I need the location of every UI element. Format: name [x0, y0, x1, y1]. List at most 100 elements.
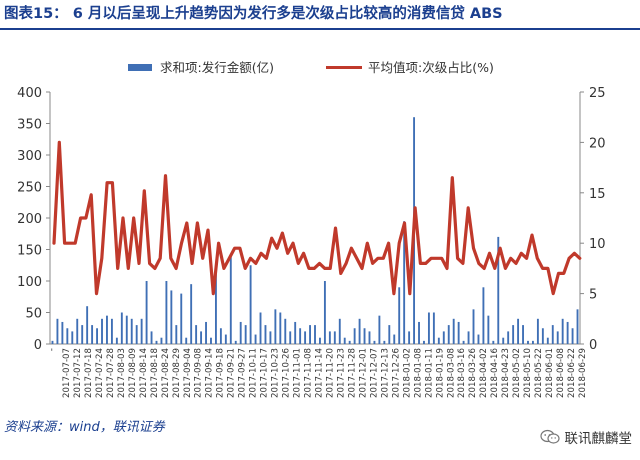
bar	[244, 325, 247, 344]
bar	[71, 331, 74, 344]
bar	[561, 318, 564, 344]
bar	[170, 290, 173, 344]
x-tick-label: 2018-01-19	[435, 348, 445, 398]
bar	[135, 325, 138, 344]
bar	[477, 334, 480, 344]
bar	[457, 321, 460, 344]
x-tick-dash: -	[47, 348, 57, 351]
line-series	[52, 140, 582, 296]
x-tick-label: 2017-08-24	[161, 348, 171, 398]
left-tick-label: 50	[25, 307, 42, 322]
legend: 求和项:发行金额(亿) 平均值项:次级占比(%)	[128, 60, 494, 75]
x-tick-label: 2018-03-08	[446, 348, 456, 398]
x-tick-label: 2017-08-29	[172, 348, 182, 398]
bar	[353, 328, 356, 344]
bar	[502, 337, 505, 344]
x-tick-label: 2017-08-09	[128, 348, 138, 398]
bar	[408, 331, 411, 344]
bar	[304, 331, 307, 344]
bar	[274, 309, 277, 344]
x-tick-label: 2018-04-23	[501, 348, 511, 398]
bar	[447, 325, 450, 344]
bar	[551, 325, 554, 344]
bar	[403, 221, 406, 344]
axes: 0 50 100 150 200 250 300 350 400 0 5 10 15 20 25	[17, 86, 605, 353]
x-tick-label: 2017-09-14	[205, 348, 215, 398]
bar	[249, 265, 252, 344]
bar	[373, 340, 376, 344]
bar	[120, 312, 123, 344]
x-tick-label: 2017-08-14	[139, 348, 149, 398]
bar	[378, 315, 381, 344]
bar	[51, 340, 54, 344]
combo-chart: 求和项:发行金额(亿) 平均值项:次级占比(%) 050100150200250…	[17, 60, 605, 398]
left-tick-label: 150	[17, 244, 42, 259]
bar	[115, 337, 118, 344]
bar	[576, 309, 579, 344]
x-tick-label: 2018-03-26	[468, 348, 478, 398]
x-tick-label: 2017-11-20	[326, 348, 336, 398]
bar	[180, 293, 183, 344]
bar	[269, 331, 272, 344]
bar	[96, 328, 98, 344]
x-tick-label: 2017-10-17	[260, 348, 270, 398]
bar	[106, 315, 108, 344]
bar	[214, 268, 217, 344]
bar	[175, 325, 178, 344]
x-tick-label: 2018-06-08	[556, 348, 566, 398]
legend-bar-swatch	[128, 64, 152, 71]
bar	[219, 328, 222, 344]
x-tick-label: 2017-07-12	[73, 348, 83, 398]
x-tick-label: 2017-08-18	[150, 348, 160, 398]
bar	[150, 331, 153, 344]
brand-name: 联讯麒麟堂	[564, 431, 633, 447]
left-tick-label: 350	[17, 118, 42, 133]
bar	[566, 321, 569, 344]
bar	[284, 318, 287, 344]
bar	[110, 318, 113, 344]
bar	[368, 331, 371, 344]
bar	[358, 318, 361, 344]
x-tick-label: 2017-07-28	[106, 348, 116, 398]
bar	[319, 337, 321, 344]
bar-series	[51, 117, 579, 344]
x-tick-label: 2018-01-11	[424, 348, 434, 398]
left-tick-label: 250	[17, 181, 42, 196]
bar	[437, 337, 440, 344]
bar	[195, 325, 198, 344]
bar	[289, 331, 292, 344]
x-tick-label: 2017-11-23	[337, 348, 347, 398]
bar	[66, 328, 69, 344]
bar	[467, 331, 470, 344]
x-tick-labels: 2017-07-07 2017-07-12 2017-07-18 2017-07-24…	[47, 348, 588, 398]
bar	[145, 281, 148, 344]
x-tick-label: 2018-06-01	[545, 348, 555, 398]
bar	[482, 287, 485, 344]
x-tick-label: 2017-10-26	[282, 348, 292, 398]
legend-bar-label: 求和项:发行金额(亿)	[160, 60, 274, 75]
bar	[348, 340, 351, 344]
bar	[492, 340, 495, 344]
x-tick-label: 2017-08-03	[117, 348, 127, 398]
right-tick-label: 25	[589, 86, 606, 101]
series-line	[52, 140, 582, 296]
bar	[259, 312, 262, 344]
x-tick-label: 2018-05-10	[523, 348, 533, 398]
bar	[61, 321, 64, 344]
bar	[427, 312, 430, 344]
x-tick-label: 2017-12-26	[391, 348, 401, 398]
bar	[130, 318, 133, 344]
source-note: 资料来源：wind，联讯证券	[4, 420, 165, 435]
x-tick-label: 2017-09-04	[183, 348, 193, 398]
x-tick-label: 2018-05-22	[534, 348, 544, 398]
x-tick-label: 2018-05-02	[512, 348, 522, 398]
bar	[517, 318, 520, 344]
bar	[343, 337, 346, 344]
x-tick-label: 2018-01-08	[413, 348, 423, 398]
bar	[200, 331, 203, 344]
legend-line-label: 平均值项:次级占比(%)	[368, 60, 494, 75]
x-tick-label: 2017-07-07	[62, 348, 72, 398]
x-tick-label: 2017-11-01	[293, 348, 303, 398]
left-tick-label: 400	[17, 86, 42, 101]
